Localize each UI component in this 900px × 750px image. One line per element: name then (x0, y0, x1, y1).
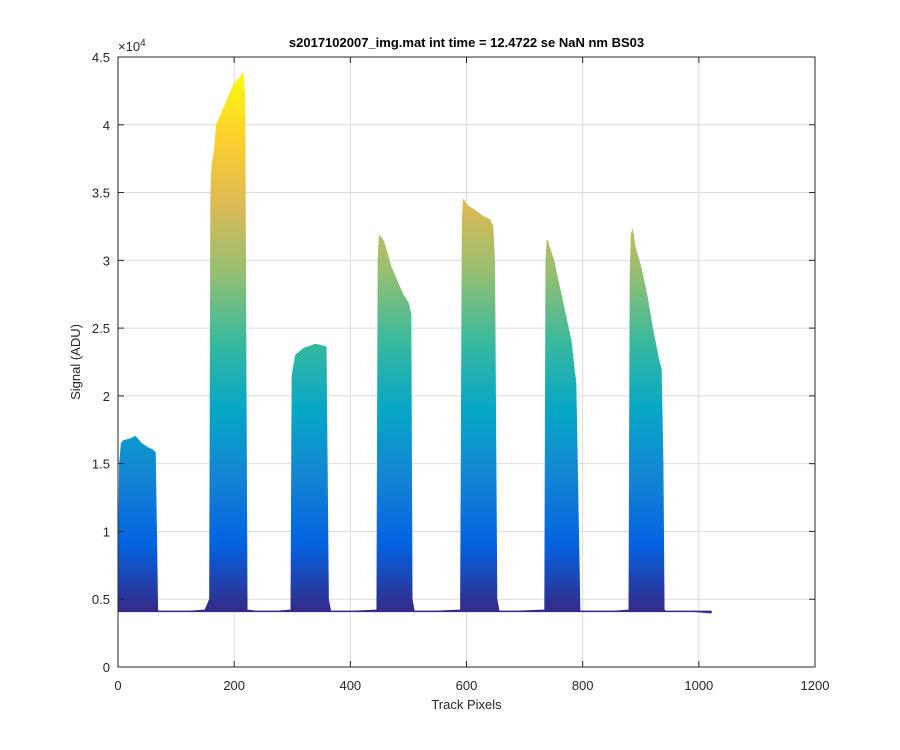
series-layer (118, 71, 712, 614)
y-tick-label: 3 (103, 253, 110, 268)
tick-marks (117, 56, 816, 668)
y-tick-label: 1 (103, 524, 110, 539)
y-exponent-power: 4 (140, 38, 146, 49)
y-tick-label: 1.5 (92, 457, 110, 472)
chart-title: s2017102007_img.mat int time = 12.4722 s… (289, 35, 644, 50)
y-axis-label: Signal (ADU) (68, 324, 83, 400)
y-tick-labels: 0 0.5 1 1.5 2 2.5 3 3.5 4 4.5 (92, 50, 110, 675)
y-tick-label: 0.5 (92, 592, 110, 607)
x-tick-label: 200 (223, 678, 245, 693)
y-exponent-base: ×10 (118, 39, 140, 54)
y-tick-label: 3.5 (92, 186, 110, 201)
x-tick-labels: 0 200 400 600 800 1000 1200 (114, 678, 829, 693)
y-tick-label: 2.5 (92, 321, 110, 336)
y-tick-label: 2 (103, 389, 110, 404)
x-tick-label: 400 (339, 678, 361, 693)
y-tick-label: 4.5 (92, 50, 110, 65)
y-tick-label: 0 (103, 660, 110, 675)
x-axis-label: Track Pixels (431, 697, 502, 712)
y-tick-label: 4 (103, 118, 110, 133)
x-tick-label: 1000 (684, 678, 713, 693)
x-tick-label: 800 (572, 678, 594, 693)
x-tick-label: 1200 (801, 678, 830, 693)
x-tick-label: 600 (456, 678, 478, 693)
signal-area (118, 73, 712, 613)
y-exponent-label: ×104 (118, 38, 146, 54)
x-tick-label: 0 (114, 678, 121, 693)
